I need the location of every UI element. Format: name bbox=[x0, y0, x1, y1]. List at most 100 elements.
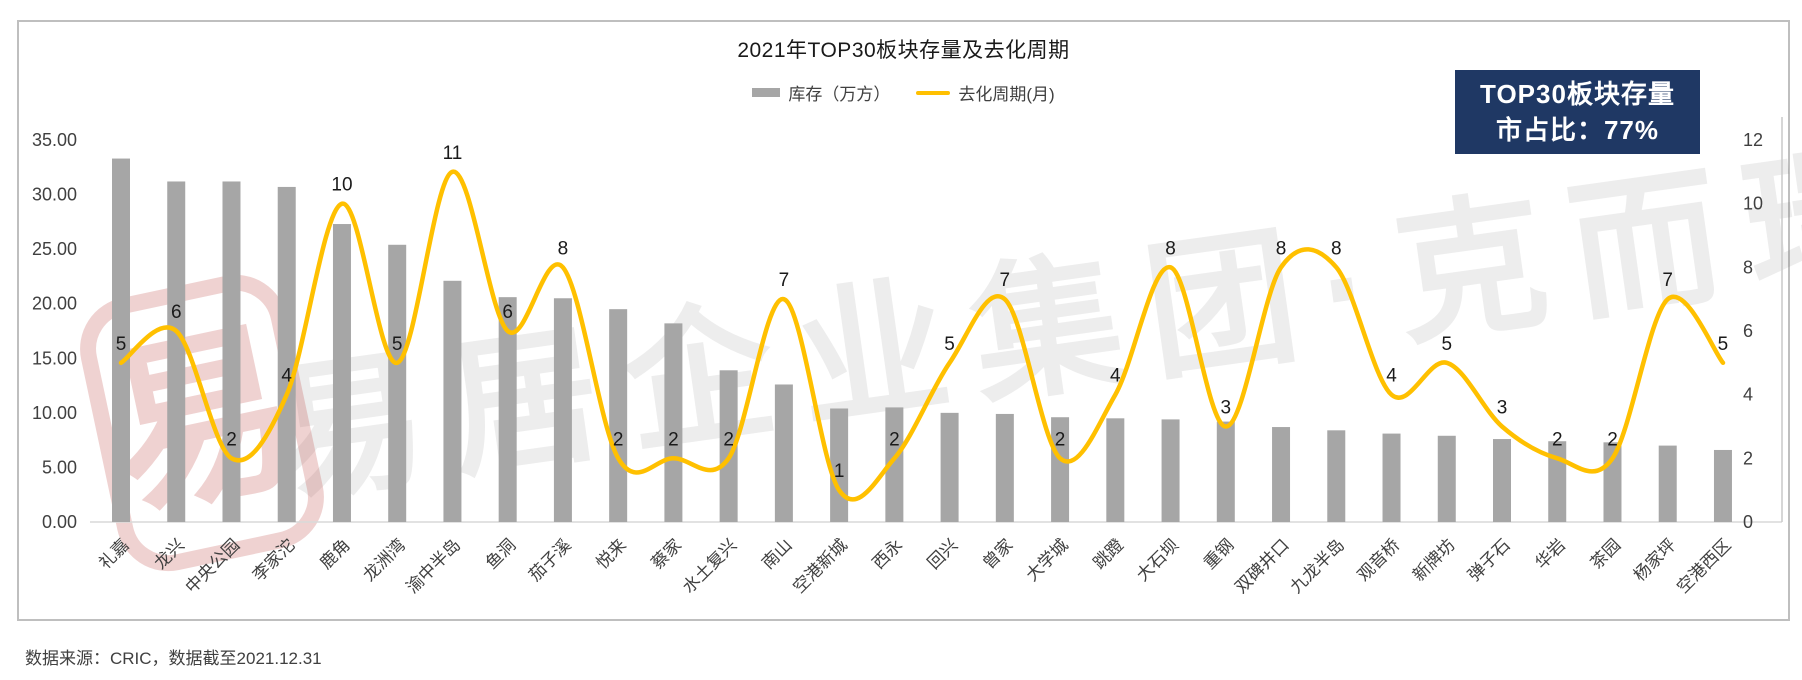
cycle-data-label: 2 bbox=[613, 429, 624, 450]
inventory-bar bbox=[498, 297, 517, 522]
x-axis-label: 蔡家 bbox=[648, 535, 685, 572]
left-axis-tick-label: 30.00 bbox=[32, 185, 77, 205]
x-axis-label: 新牌坊 bbox=[1409, 535, 1458, 584]
x-axis-label: 华岩 bbox=[1532, 535, 1569, 572]
cycle-data-label: 8 bbox=[1331, 238, 1342, 259]
inventory-bar bbox=[222, 181, 241, 522]
inventory-bar bbox=[1493, 439, 1511, 522]
x-axis-label: 九龙半岛 bbox=[1287, 535, 1349, 597]
combo-chart-plot: 35.0030.0025.0020.0015.0010.005.000.0012… bbox=[32, 117, 1783, 597]
cycle-data-label: 2 bbox=[1607, 429, 1618, 450]
cycle-data-label: 8 bbox=[558, 238, 569, 259]
x-axis-label: 龙洲湾 bbox=[360, 535, 409, 584]
inventory-bar bbox=[609, 309, 628, 522]
inventory-bar bbox=[1713, 449, 1732, 522]
cycle-data-label: 4 bbox=[1110, 366, 1121, 387]
cycle-data-label: 3 bbox=[1497, 398, 1508, 419]
chart-title: 2021年TOP30板块存量及去化周期 bbox=[737, 39, 1070, 62]
cycle-data-label: 8 bbox=[1165, 238, 1176, 259]
data-source-note: 数据来源：CRIC，数据截至2021.12.31 bbox=[25, 649, 322, 668]
inventory-bar bbox=[1051, 417, 1070, 522]
cycle-data-label: 5 bbox=[392, 334, 403, 355]
inventory-bar bbox=[1272, 427, 1291, 522]
x-axis-label: 鹿角 bbox=[316, 535, 353, 572]
cycle-data-label: 5 bbox=[116, 334, 127, 355]
x-axis-label: 茄子溪 bbox=[525, 535, 574, 584]
cycle-data-label: 3 bbox=[1221, 398, 1232, 419]
left-axis-tick-label: 0.00 bbox=[42, 512, 77, 532]
inventory-bar bbox=[1216, 421, 1235, 522]
inventory-bar bbox=[1658, 445, 1677, 522]
cycle-data-label: 8 bbox=[1276, 238, 1287, 259]
cycle-data-label: 5 bbox=[1718, 334, 1729, 355]
left-axis-tick-label: 20.00 bbox=[32, 294, 77, 314]
inventory-bar bbox=[443, 280, 462, 522]
x-axis-label: 双碑井口 bbox=[1231, 535, 1293, 597]
x-axis-label: 空港新城 bbox=[789, 535, 851, 597]
inventory-bar bbox=[277, 186, 296, 522]
inventory-bar bbox=[167, 181, 186, 522]
badge-line2: 市占比：77% bbox=[1495, 115, 1660, 145]
inventory-bar bbox=[995, 413, 1014, 522]
x-axis-label: 鱼洞 bbox=[482, 535, 519, 572]
chart-legend: 库存（万方） 去化周期(月) bbox=[19, 80, 1788, 105]
legend-label-inventory: 库存（万方） bbox=[788, 85, 891, 104]
x-axis-label: 茶园 bbox=[1587, 535, 1624, 572]
x-axis-label: 中央公园 bbox=[182, 535, 244, 597]
legend-label-cycle: 去化周期(月) bbox=[958, 85, 1055, 104]
inventory-bar bbox=[332, 224, 351, 523]
inventory-bar bbox=[719, 370, 738, 522]
x-axis-label: 杨家坪 bbox=[1630, 535, 1679, 584]
inventory-bar bbox=[1437, 435, 1456, 522]
market-share-badge: TOP30板块存量 市占比：77% bbox=[1455, 70, 1700, 154]
inventory-bar bbox=[1106, 418, 1125, 522]
cycle-data-label: 7 bbox=[1000, 270, 1011, 291]
left-axis-tick-label: 5.00 bbox=[42, 457, 77, 477]
cycle-data-label: 2 bbox=[889, 429, 900, 450]
right-axis-tick-label: 10 bbox=[1743, 194, 1763, 214]
cycle-data-label: 1 bbox=[834, 461, 845, 482]
cycle-data-label: 4 bbox=[1386, 366, 1397, 387]
cycle-data-label: 5 bbox=[944, 334, 955, 355]
inventory-bar bbox=[112, 158, 130, 522]
x-axis-label: 大学城 bbox=[1022, 535, 1071, 584]
x-axis-label: 李家沱 bbox=[249, 535, 298, 584]
cycle-line bbox=[118, 169, 1726, 502]
cycle-data-label: 6 bbox=[171, 302, 182, 323]
inventory-bar bbox=[885, 407, 904, 522]
cycle-data-label: 7 bbox=[779, 270, 790, 291]
x-axis-label: 西永 bbox=[869, 535, 906, 572]
right-axis-tick-label: 12 bbox=[1743, 130, 1763, 150]
x-axis-label: 龙兴 bbox=[151, 535, 188, 572]
cycle-data-label: 7 bbox=[1662, 270, 1673, 291]
inventory-bar bbox=[1161, 419, 1180, 522]
inventory-bar bbox=[1327, 430, 1346, 522]
right-axis-tick-label: 6 bbox=[1743, 321, 1753, 341]
cycle-data-label: 4 bbox=[281, 366, 292, 387]
x-axis-label: 渝中半岛 bbox=[403, 535, 465, 597]
left-axis-tick-label: 15.00 bbox=[32, 348, 77, 368]
right-axis-tick-label: 0 bbox=[1743, 512, 1753, 532]
x-axis-label: 水土复兴 bbox=[679, 535, 741, 597]
cycle-data-label: 2 bbox=[668, 429, 679, 450]
right-axis-tick-label: 2 bbox=[1743, 448, 1753, 468]
x-axis-label: 重钢 bbox=[1200, 535, 1237, 572]
x-axis-label: 曾家 bbox=[979, 535, 1016, 572]
cycle-data-label: 2 bbox=[1055, 429, 1066, 450]
legend-item-cycle[interactable]: 去化周期(月) bbox=[916, 80, 1055, 105]
left-axis-tick-label: 35.00 bbox=[32, 130, 77, 150]
x-axis-label: 观音桥 bbox=[1354, 535, 1403, 584]
x-axis-label: 大石坝 bbox=[1133, 535, 1182, 584]
inventory-bar bbox=[774, 384, 793, 522]
cycle-data-label: 5 bbox=[1441, 334, 1452, 355]
right-axis-tick-label: 4 bbox=[1743, 385, 1753, 405]
left-axis-tick-label: 10.00 bbox=[32, 403, 77, 423]
cycle-data-label: 6 bbox=[502, 302, 513, 323]
line-swatch-icon bbox=[916, 90, 951, 95]
legend-item-inventory[interactable]: 库存（万方） bbox=[752, 80, 890, 105]
x-axis-label: 礼嘉 bbox=[95, 535, 132, 572]
bar-swatch-icon bbox=[752, 88, 781, 97]
chart-canvas: 易居企业集团·克而瑞 易 35.00 30.00 25.00 20.00 15.00 10… bbox=[17, 20, 1802, 621]
cycle-data-label: 2 bbox=[723, 429, 734, 450]
inventory-bar bbox=[940, 412, 959, 522]
